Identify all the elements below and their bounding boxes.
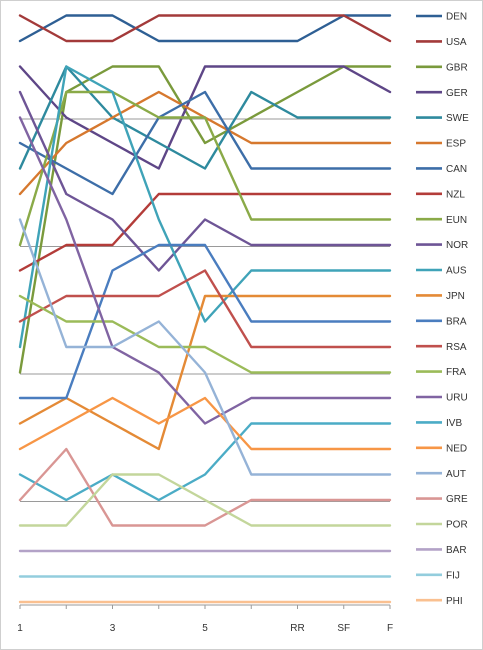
series-line-fra — [18, 294, 392, 374]
series-line-aus — [18, 65, 392, 349]
legend-label-jpn: JPN — [446, 291, 465, 302]
legend-label-ivb: IVB — [446, 418, 462, 429]
legend-label-uru: URU — [446, 393, 468, 404]
series-line-por — [18, 473, 392, 527]
legend-label-esp: ESP — [446, 139, 466, 150]
x-tick-label: 5 — [202, 623, 208, 634]
series-line-bra — [18, 243, 392, 400]
series-line-den — [18, 14, 392, 43]
series-line-uru — [18, 116, 392, 425]
series-line-ivb — [18, 422, 392, 502]
x-tick-label: SF — [337, 623, 350, 634]
series-line-ned — [18, 396, 392, 451]
series-line-usa — [18, 14, 392, 43]
series-line-gre — [18, 447, 392, 527]
x-tick-label: RR — [290, 623, 304, 634]
legend-label-ned: NED — [446, 443, 467, 454]
legend: DEN USA GBR GER SWE ESP CAN NZL EUN NOR AUS JPN BRA R… — [416, 12, 469, 607]
legend-label-usa: USA — [446, 37, 467, 48]
legend-label-can: CAN — [446, 164, 467, 175]
legend-label-bar: BAR — [446, 545, 467, 556]
legend-label-gre: GRE — [446, 494, 468, 505]
series-line-nzl — [18, 192, 392, 272]
series-line-nor — [18, 90, 392, 272]
legend-label-den: DEN — [446, 12, 467, 23]
legend-label-bra: BRA — [446, 316, 467, 327]
x-axis: 1 3 5 RR SF F — [17, 604, 393, 634]
series-line-ger — [18, 65, 392, 170]
legend-label-ger: GER — [446, 88, 468, 99]
legend-label-nor: NOR — [446, 240, 468, 251]
gridlines — [20, 118, 390, 502]
legend-label-fij: FIJ — [446, 570, 460, 581]
legend-label-swe: SWE — [446, 113, 469, 124]
legend-label-rsa: RSA — [446, 342, 467, 353]
legend-label-eun: EUN — [446, 215, 467, 226]
series-line-eun — [18, 90, 392, 247]
legend-label-phi: PHI — [446, 596, 463, 607]
x-tick-label: 1 — [17, 623, 23, 634]
series-lines — [18, 14, 392, 604]
legend-label-por: POR — [446, 520, 468, 531]
legend-label-gbr: GBR — [446, 62, 468, 73]
x-tick-label: F — [387, 623, 393, 634]
legend-label-fra: FRA — [446, 367, 466, 378]
series-line-jpn — [18, 294, 392, 451]
legend-label-aus: AUS — [446, 266, 467, 277]
series-line-aut — [18, 218, 392, 476]
series-line-rsa — [18, 269, 392, 349]
series-line-swe — [18, 65, 392, 170]
x-tick-label: 3 — [110, 623, 116, 634]
legend-label-aut: AUT — [446, 469, 466, 480]
legend-label-nzl: NZL — [446, 189, 465, 200]
series-line-can — [18, 90, 392, 196]
